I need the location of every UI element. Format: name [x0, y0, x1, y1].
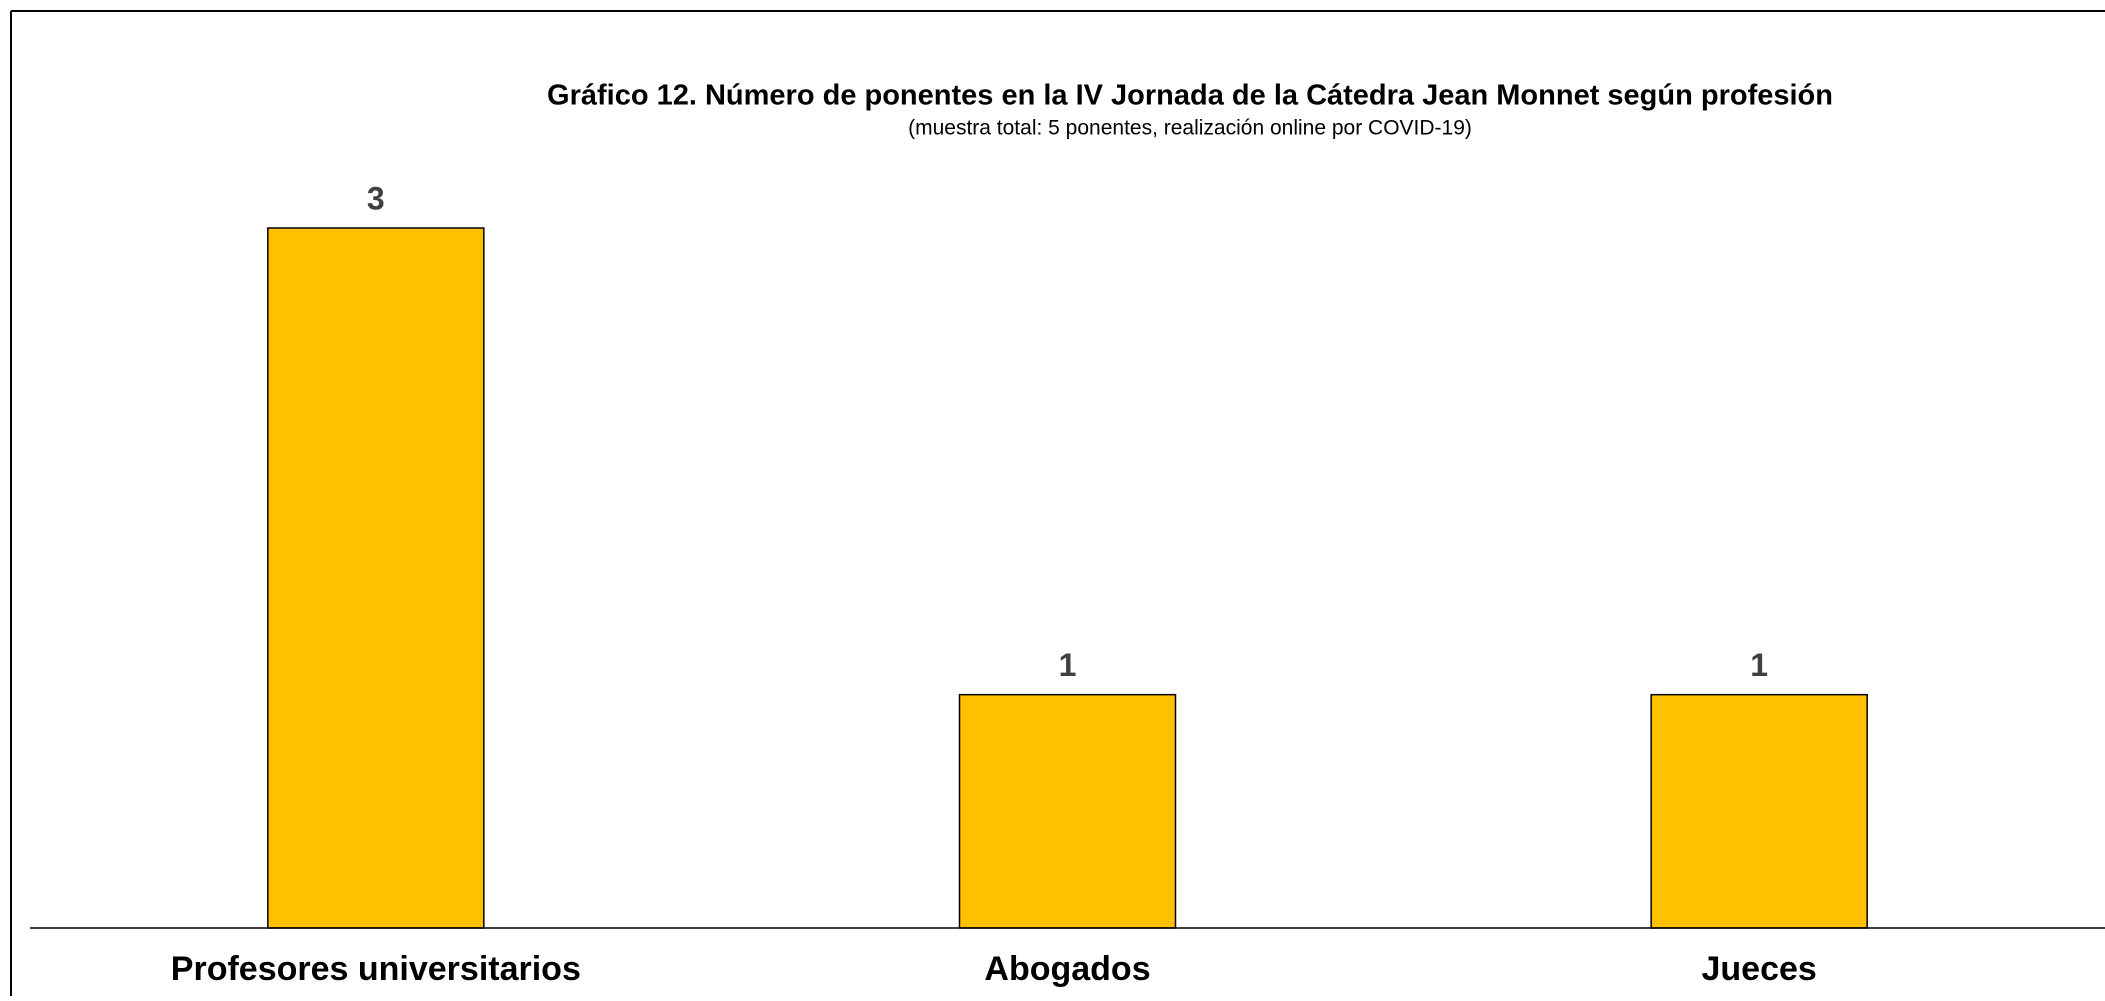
chart-title: Gráfico 12. Número de ponentes en la IV … — [547, 80, 1833, 112]
chart-subtitle: (muestra total: 5 ponentes, realización … — [908, 117, 1472, 140]
data-label: 1 — [1059, 647, 1077, 683]
data-label: 3 — [367, 180, 385, 216]
x-tick-label: Abogados — [984, 950, 1150, 988]
data-label: 1 — [1750, 647, 1768, 683]
bar — [267, 227, 485, 929]
bar — [1650, 693, 1868, 929]
x-tick-label: Profesores universitarios — [171, 950, 581, 988]
x-tick-label: Jueces — [1702, 950, 1817, 988]
bar — [958, 693, 1177, 929]
